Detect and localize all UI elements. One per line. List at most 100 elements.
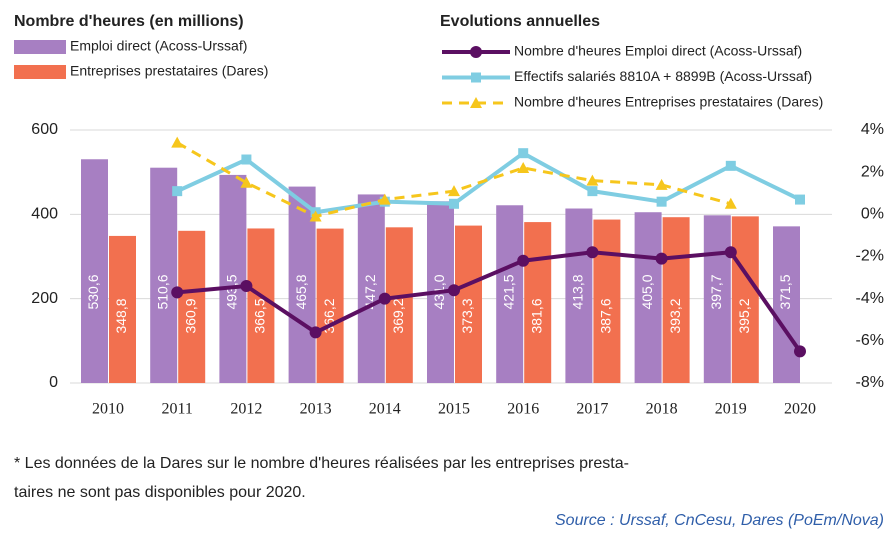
y2-tick-label: 0%: [861, 206, 884, 223]
value-label: 413,8: [570, 274, 586, 309]
bar: [524, 222, 552, 383]
footnote: taires ne sont pas disponibles pour 2020…: [14, 484, 306, 501]
x-tick-label: 2016: [507, 401, 539, 418]
value-label: 381,6: [528, 298, 544, 333]
y2-tick-label: -6%: [856, 332, 884, 349]
x-tick-label: 2018: [646, 401, 678, 418]
line-marker: [655, 178, 668, 190]
chart-title: Nombre d'heures (en millions): [14, 13, 244, 30]
bar: [385, 227, 413, 383]
y2-tick-label: -8%: [856, 374, 884, 391]
legend-label: Entreprises prestataires (Dares): [70, 63, 268, 79]
bar: [357, 194, 385, 383]
value-label: 510,6: [154, 274, 170, 309]
x-tick-label: 2019: [715, 401, 747, 418]
line-marker: [240, 176, 253, 188]
x-tick-label: 2010: [92, 401, 124, 418]
bar: [109, 235, 136, 383]
y2-tick-label: -2%: [856, 248, 884, 265]
bar: [496, 205, 524, 383]
line-marker: [587, 186, 598, 197]
bar: [634, 212, 662, 383]
bar: [247, 228, 275, 383]
value-label: 397,7: [708, 274, 724, 309]
bar: [731, 216, 759, 383]
legend-label: Nombre d'heures Emploi direct (Acoss-Urs…: [514, 43, 802, 59]
value-label: 421,5: [500, 274, 516, 309]
x-tick-label: 2014: [369, 401, 401, 418]
line-marker: [172, 186, 183, 197]
line-marker: [518, 148, 529, 159]
x-tick-label: 2017: [576, 401, 608, 418]
x-tick-label: 2012: [230, 401, 262, 418]
bar: [81, 159, 108, 383]
line-marker: [309, 326, 322, 339]
bar: [178, 230, 206, 383]
value-label: 393,2: [667, 298, 683, 333]
legend-label: Nombre d'heures Entreprises prestataires…: [514, 94, 823, 110]
y-tick-label: 400: [31, 206, 58, 223]
chart-subtitle: Evolutions annuelles: [440, 13, 600, 30]
legend-label: Emploi direct (Acoss-Urssaf): [70, 38, 247, 54]
line-marker: [656, 196, 667, 207]
bar: [593, 219, 621, 383]
line-marker: [517, 254, 530, 267]
line-marker: [378, 193, 391, 205]
value-label: 369,2: [390, 298, 406, 333]
bar: [316, 228, 344, 383]
value-label: 360,9: [182, 298, 198, 333]
line-marker: [448, 185, 460, 197]
x-tick-label: 2020: [784, 401, 816, 418]
value-label: 387,6: [598, 298, 614, 333]
value-label: 395,2: [736, 298, 752, 333]
line-marker: [378, 292, 391, 305]
line-marker: [171, 286, 184, 299]
line-marker: [794, 345, 806, 358]
line-marker: [725, 160, 736, 171]
value-label: 371,5: [777, 274, 793, 309]
y-tick-label: 0: [49, 374, 58, 391]
x-tick-label: 2011: [161, 401, 192, 418]
footnote: * Les données de la Dares sur le nombre …: [14, 455, 629, 472]
x-tick-label: 2013: [300, 401, 332, 418]
y-tick-label: 600: [31, 121, 58, 138]
legend-marker: [470, 46, 482, 58]
value-label: 465,8: [293, 274, 309, 309]
value-label: 405,0: [639, 274, 655, 309]
y2-tick-label: 2%: [861, 163, 884, 180]
x-tick-label: 2015: [438, 401, 470, 418]
line-marker: [586, 246, 599, 259]
line-marker: [724, 246, 737, 259]
line-marker: [586, 174, 599, 186]
value-label: 366,5: [252, 298, 268, 333]
line-marker: [241, 154, 252, 165]
legend-label: Effectifs salariés 8810A + 8899B (Acoss-…: [514, 68, 812, 84]
bar: [455, 225, 482, 383]
value-label: 373,3: [459, 298, 475, 333]
legend-swatch: [14, 65, 66, 79]
bar: [219, 174, 247, 383]
source: Source : Urssaf, CnCesu, Dares (PoEm/Nov…: [555, 512, 884, 529]
legend-marker: [471, 72, 481, 83]
legend-marker: [470, 97, 482, 108]
line-marker: [240, 280, 253, 293]
line-marker: [449, 198, 459, 209]
bar: [565, 208, 593, 383]
line-marker: [795, 194, 805, 205]
value-label: 493,5: [224, 274, 240, 309]
legend-swatch: [14, 40, 66, 54]
line-marker: [655, 252, 668, 265]
line-marker: [724, 197, 737, 209]
y2-tick-label: -4%: [856, 290, 884, 307]
bar: [662, 217, 690, 383]
line-marker: [517, 161, 530, 173]
y-tick-label: 200: [31, 290, 58, 307]
y2-tick-label: 4%: [861, 121, 884, 138]
bar: [703, 215, 731, 383]
line: [177, 250, 802, 353]
line-marker: [309, 210, 322, 222]
value-label: 348,8: [113, 298, 129, 333]
line-marker: [448, 284, 460, 297]
value-label: 447,2: [362, 274, 378, 309]
